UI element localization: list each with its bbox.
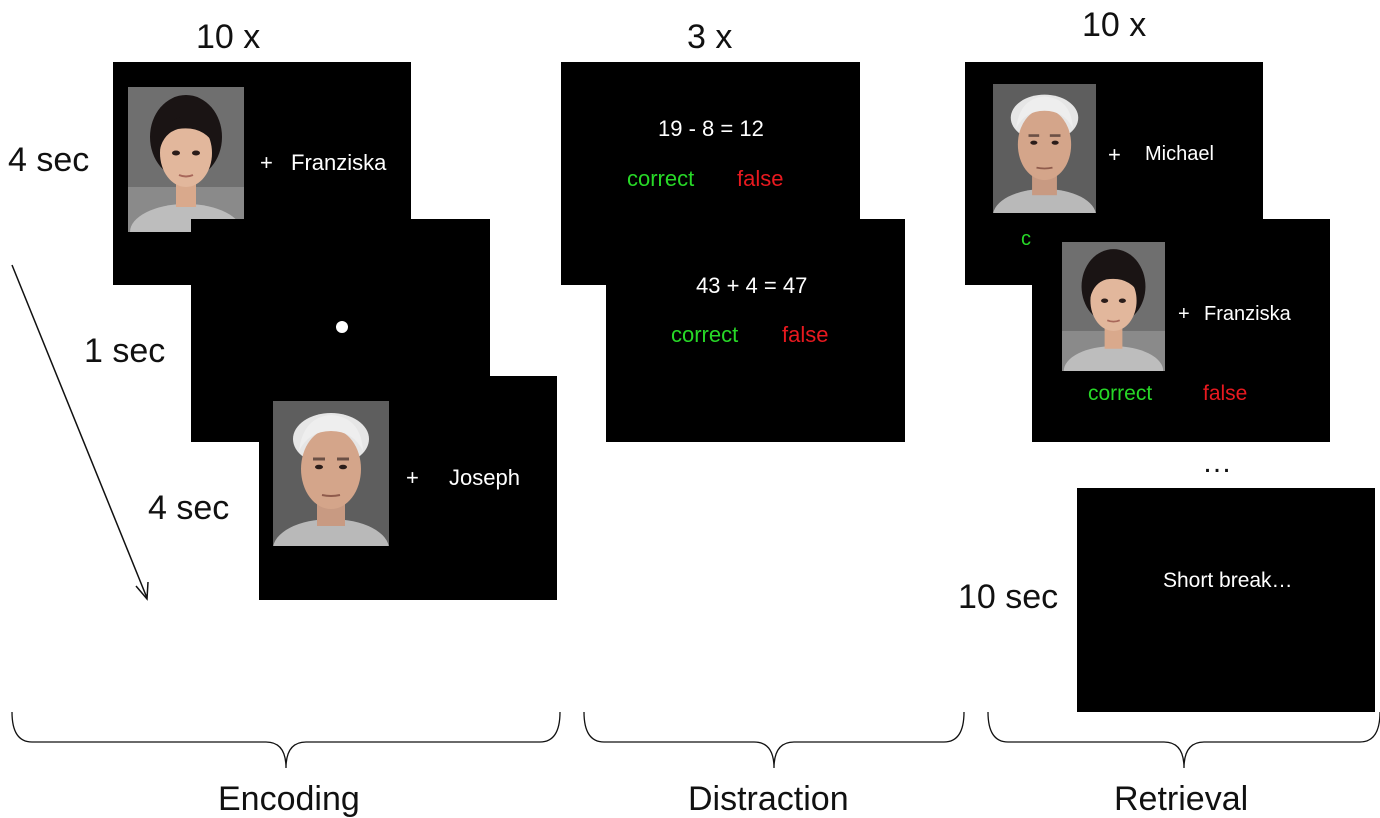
- distraction-slide2-equation: 43 + 4 = 47: [696, 273, 808, 298]
- distraction-slide1-equation: 19 - 8 = 12: [658, 116, 764, 141]
- retrieval-slide2-false: false: [1203, 382, 1248, 405]
- encoding-fixation-duration: 1 sec: [84, 332, 166, 370]
- distraction-slide1-false: false: [737, 166, 784, 191]
- encoding-repeat-label: 10 x: [196, 18, 261, 56]
- female-face-photo-icon: [1062, 242, 1165, 371]
- retrieval-brace-icon: [987, 711, 1380, 769]
- retrieval-slide1-partial-option: c: [1021, 228, 1031, 250]
- distraction-slide-2: 43 + 4 = 47 correct false: [606, 219, 905, 442]
- retrieval-ellipsis: …: [1202, 446, 1232, 479]
- encoding-phase-label: Encoding: [218, 780, 360, 818]
- retrieval-break-duration: 10 sec: [958, 578, 1059, 616]
- encoding-slide1-plus: +: [260, 150, 273, 175]
- encoding-slide3-plus: +: [406, 465, 419, 490]
- distraction-repeat-label: 3 x: [687, 18, 733, 56]
- retrieval-break-slide: Short break…: [1077, 488, 1375, 712]
- distraction-slide2-correct: correct: [671, 322, 739, 347]
- male-face-photo-icon: [273, 401, 389, 546]
- retrieval-repeat-label: 10 x: [1082, 6, 1147, 44]
- encoding-slide3-name: Joseph: [449, 465, 520, 490]
- retrieval-slide1-name: Michael: [1145, 143, 1214, 165]
- encoding-slide1-name: Franziska: [291, 150, 387, 175]
- retrieval-break-text: Short break…: [1163, 569, 1293, 592]
- female-face-photo-icon: [128, 87, 244, 232]
- retrieval-slide2-plus: +: [1178, 303, 1190, 325]
- encoding-slide-face2: + Joseph: [259, 376, 557, 600]
- distraction-slide2-false: false: [782, 322, 829, 347]
- encoding-face1-duration: 4 sec: [8, 141, 90, 179]
- fixation-dot-icon: [336, 321, 348, 333]
- time-arrow-icon: [11, 264, 149, 601]
- retrieval-slide1-plus: +: [1108, 142, 1121, 167]
- encoding-face2-duration: 4 sec: [148, 489, 230, 527]
- retrieval-slide2-name: Franziska: [1204, 303, 1291, 325]
- retrieval-slide-2: + Franziska correct false: [1032, 219, 1330, 442]
- distraction-slide1-correct: correct: [627, 166, 695, 191]
- distraction-brace-icon: [583, 711, 965, 769]
- retrieval-slide2-correct: correct: [1088, 382, 1153, 405]
- encoding-brace-icon: [11, 711, 561, 769]
- retrieval-phase-label: Retrieval: [1114, 780, 1249, 818]
- male-face-photo-icon: [993, 84, 1096, 213]
- distraction-phase-label: Distraction: [688, 780, 849, 818]
